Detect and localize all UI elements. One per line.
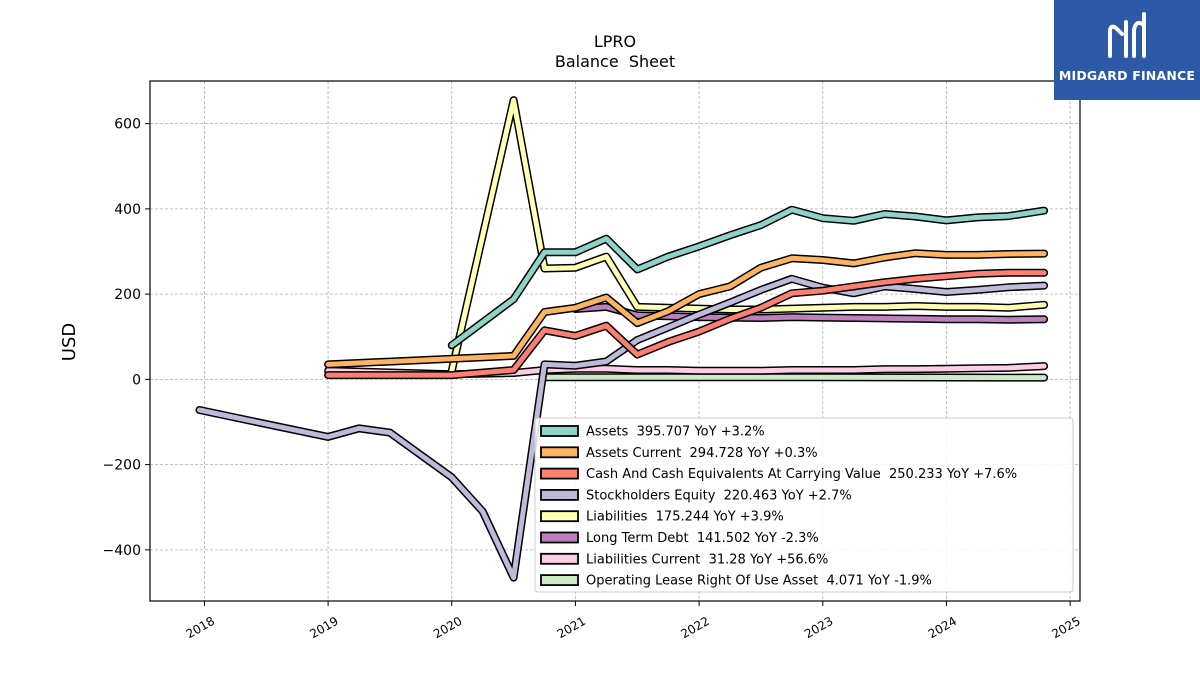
series-line-assets-current <box>325 250 1047 367</box>
legend-label-cash-and-cash-equivalents-at-carrying-value: Cash And Cash Equivalents At Carrying Va… <box>586 467 1017 482</box>
x-tick-label: 2022 <box>678 614 711 641</box>
x-tick-label: 2021 <box>555 614 588 641</box>
legend-label-assets-current: Assets Current 294.728 YoY +0.3% <box>586 446 818 461</box>
x-tick-label: 2025 <box>1049 614 1082 641</box>
legend-swatch-assets <box>540 425 579 437</box>
midgard-finance-logo: MIDGARD FINANCE <box>1054 0 1200 100</box>
series-lines <box>195 96 1049 582</box>
series-line-cash-and-cash-equivalents-at-carrying-value <box>325 270 1047 378</box>
series-line-assets <box>449 207 1047 348</box>
legend-swatch-assets-current <box>540 446 579 459</box>
y-tick-label: 400 <box>114 202 141 218</box>
legend-label-stockholders-equity: Stockholders Equity 220.463 YoY +2.7% <box>586 488 852 503</box>
legend-label-assets: Assets 395.707 YoY +3.2% <box>586 425 765 440</box>
legend-swatch-liabilities <box>540 510 579 523</box>
y-tick-label: 600 <box>114 117 141 133</box>
legend-swatch-cash-and-cash-equivalents-at-carrying-value <box>540 467 579 480</box>
plot-frame <box>149 80 1081 602</box>
x-tick-label: 2018 <box>184 614 217 641</box>
legend-label-liabilities-current: Liabilities Current 31.28 YoY +56.6% <box>586 552 828 567</box>
y-tick-label: 0 <box>132 372 141 388</box>
x-tick-label: 2024 <box>926 614 959 641</box>
legend-swatch-long-term-debt <box>540 531 579 544</box>
y-tick-label: −400 <box>103 543 141 559</box>
legend-label-operating-lease-right-of-use-asset: Operating Lease Right Of Use Asset 4.071… <box>586 574 932 589</box>
x-tick-label: 2023 <box>802 614 835 641</box>
grid <box>150 81 1080 601</box>
logo-mark-icon <box>1108 12 1146 58</box>
x-tick-label: 2020 <box>431 614 464 641</box>
legend-swatch-liabilities-current <box>540 552 579 565</box>
legend-box <box>534 417 1074 593</box>
y-axis-label: USD <box>59 323 80 361</box>
legend-label-long-term-debt: Long Term Debt 141.502 YoY -2.3% <box>586 531 819 546</box>
y-tick-label: −200 <box>103 458 141 474</box>
series-line-liabilities-current <box>325 363 1047 377</box>
legend-swatch-stockholders-equity <box>540 488 579 501</box>
logo-text: MIDGARD FINANCE <box>1058 68 1196 83</box>
chart-subtitle: Balance Sheet <box>555 52 675 71</box>
legend-swatch-operating-lease-right-of-use-asset <box>540 574 579 586</box>
legend: Assets 395.707 YoY +3.2% Assets Current 2… <box>534 417 1074 593</box>
legend-label-liabilities: Liabilities 175.244 YoY +3.9% <box>586 510 784 525</box>
series-line-stockholders-equity <box>197 276 1047 581</box>
chart-title: LPRO <box>594 32 636 51</box>
x-tick-label: 2019 <box>307 614 340 641</box>
y-tick-label: 200 <box>114 287 141 303</box>
